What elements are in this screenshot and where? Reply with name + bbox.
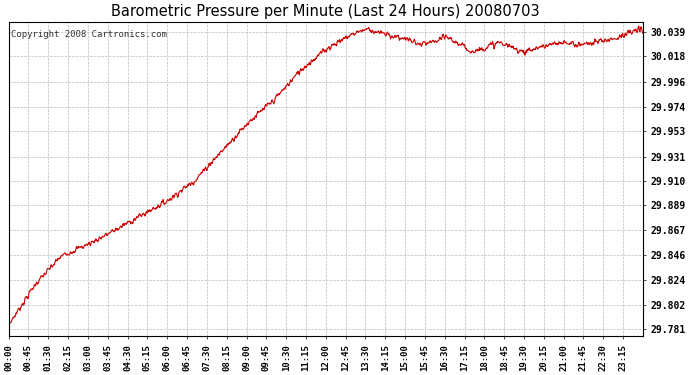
Title: Barometric Pressure per Minute (Last 24 Hours) 20080703: Barometric Pressure per Minute (Last 24 … <box>112 4 540 19</box>
Text: Copyright 2008 Cartronics.com: Copyright 2008 Cartronics.com <box>10 30 166 39</box>
